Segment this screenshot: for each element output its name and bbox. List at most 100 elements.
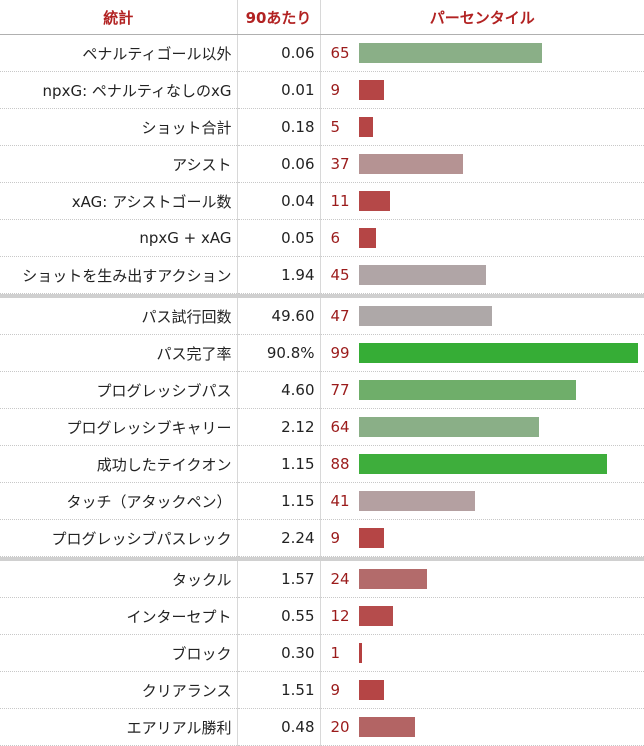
per90-value: 0.18: [236, 108, 321, 146]
table-row: インターセプト 0.55 12: [0, 597, 644, 635]
percentile-value: 45: [330, 266, 350, 284]
percentile-cell: 64: [320, 408, 644, 446]
percentile-value: 9: [330, 529, 341, 547]
percentile-bar: [358, 454, 607, 474]
stat-name: クリアランス: [0, 671, 237, 709]
table-row: npxG + xAG 0.05 6: [0, 219, 644, 257]
stat-column-header[interactable]: 統計: [0, 0, 237, 35]
table-row: タックル 1.57 24: [0, 561, 644, 598]
percentile-cell: 20: [320, 708, 644, 746]
table-row: クリアランス 1.51 9: [0, 671, 644, 709]
percentile-cell: 12: [320, 597, 644, 635]
percentile-bar: [358, 643, 362, 663]
percentile-value: 5: [330, 118, 341, 136]
stats-body: ペナルティゴール以外 0.06 65 npxG: ペナルティなしのxG 0.01 9 ショッ…: [0, 34, 644, 746]
header-row: 統計 90あたり パーセンタイル: [0, 0, 644, 35]
percentile-cell: 45: [320, 256, 644, 294]
table-row: パス試行回数 49.60 47: [0, 298, 644, 335]
per90-value: 0.48: [236, 708, 321, 746]
per90-value: 1.15: [236, 482, 321, 520]
stat-name: インターセプト: [0, 597, 237, 635]
percentile-bar: [358, 717, 415, 737]
stat-name: タックル: [0, 561, 237, 598]
table-row: ブロック 0.30 1: [0, 634, 644, 672]
per90-value: 2.24: [236, 519, 321, 557]
table-row: 成功したテイクオン 1.15 88: [0, 445, 644, 483]
table-row: タッチ（アタックペン） 1.15 41: [0, 482, 644, 520]
stat-name: タッチ（アタックペン）: [0, 482, 237, 520]
per90-value: 1.94: [236, 256, 321, 294]
percentile-value: 64: [330, 418, 350, 436]
stat-name: xAG: アシストゴール数: [0, 182, 237, 220]
percentile-cell: 9: [320, 71, 644, 109]
table-row: パス完了率 90.8% 99: [0, 334, 644, 372]
percentile-cell: 9: [320, 671, 644, 709]
per90-value: 49.60: [236, 298, 321, 335]
table-row: プログレッシブパスレック 2.24 9: [0, 519, 644, 557]
percentile-value: 88: [330, 455, 350, 473]
percentile-bar: [358, 191, 390, 211]
percentile-value: 41: [330, 492, 350, 510]
percentile-bar: [358, 80, 384, 100]
percentile-bar: [358, 680, 384, 700]
per90-value: 0.30: [236, 634, 321, 672]
table-row: プログレッシブパス 4.60 77: [0, 371, 644, 409]
percentile-bar: [358, 380, 576, 400]
percentile-bar: [358, 606, 393, 626]
per90-value: 1.15: [236, 445, 321, 483]
stat-name: プログレッシブパスレック: [0, 519, 237, 557]
percentile-value: 47: [330, 307, 350, 325]
percentile-cell: 5: [320, 108, 644, 146]
stat-name: ペナルティゴール以外: [0, 34, 237, 72]
stat-name: 成功したテイクオン: [0, 445, 237, 483]
percentile-value: 99: [330, 344, 350, 362]
table-row: アシスト 0.06 37: [0, 145, 644, 183]
per90-value: 1.51: [236, 671, 321, 709]
percentile-value: 11: [330, 192, 350, 210]
percentile-cell: 77: [320, 371, 644, 409]
percentile-cell: 24: [320, 561, 644, 598]
per90-value: 1.57: [236, 561, 321, 598]
percentile-bar: [358, 228, 376, 248]
percentile-column-header[interactable]: パーセンタイル: [320, 0, 644, 35]
percentile-cell: 47: [320, 298, 644, 335]
percentile-bar: [358, 154, 463, 174]
percentile-value: 9: [330, 681, 341, 699]
table-row: xAG: アシストゴール数 0.04 11: [0, 182, 644, 220]
percentile-value: 65: [330, 44, 350, 62]
per90-value: 90.8%: [236, 334, 321, 372]
stat-name: ショット合計: [0, 108, 237, 146]
per90-value: 2.12: [236, 408, 321, 446]
percentile-bar: [358, 43, 542, 63]
stat-name: npxG: ペナルティなしのxG: [0, 71, 237, 109]
per90-value: 0.55: [236, 597, 321, 635]
stat-name: プログレッシブキャリー: [0, 408, 237, 446]
percentile-value: 9: [330, 81, 341, 99]
per90-column-header[interactable]: 90あたり: [236, 0, 321, 35]
percentile-value: 1: [330, 644, 341, 662]
table-row: npxG: ペナルティなしのxG 0.01 9: [0, 71, 644, 109]
stat-name: パス試行回数: [0, 298, 237, 335]
per90-value: 0.06: [236, 145, 321, 183]
percentile-bar: [358, 306, 492, 326]
table-row: プログレッシブキャリー 2.12 64: [0, 408, 644, 446]
percentile-value: 77: [330, 381, 350, 399]
stat-name: プログレッシブパス: [0, 371, 237, 409]
percentile-bar: [358, 569, 427, 589]
stat-name: アシスト: [0, 145, 237, 183]
percentile-cell: 6: [320, 219, 644, 257]
percentile-cell: 1: [320, 634, 644, 672]
percentile-cell: 65: [320, 34, 644, 72]
percentile-bar: [358, 343, 638, 363]
percentile-bar: [358, 265, 486, 285]
percentile-cell: 9: [320, 519, 644, 557]
per90-value: 0.06: [236, 34, 321, 72]
percentile-value: 12: [330, 607, 350, 625]
percentile-cell: 11: [320, 182, 644, 220]
stat-name: エアリアル勝利: [0, 708, 237, 746]
percentile-cell: 37: [320, 145, 644, 183]
stat-name: ブロック: [0, 634, 237, 672]
stat-name: npxG + xAG: [0, 219, 237, 257]
percentile-bar: [358, 117, 373, 137]
